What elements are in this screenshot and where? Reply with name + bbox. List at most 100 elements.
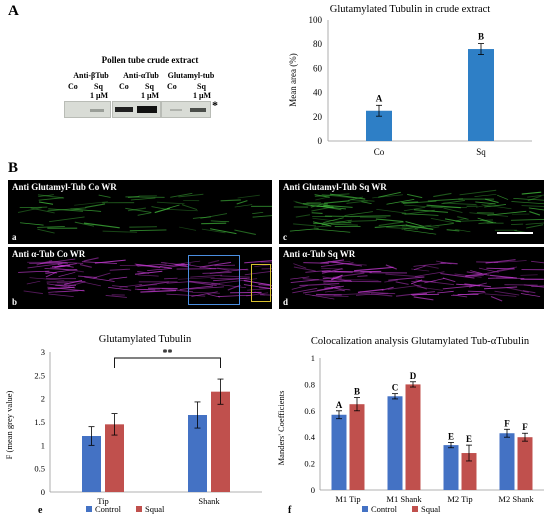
fiber-strand	[318, 205, 342, 211]
bar	[188, 415, 207, 492]
fiber-strand	[357, 275, 368, 277]
fiber-strand	[252, 212, 264, 214]
fiber-strand	[20, 222, 44, 226]
fiber-strand	[424, 278, 445, 284]
chart-a-bars: AB	[366, 32, 494, 141]
fiber-strand	[476, 203, 495, 208]
antibody-label: Anti-βTub	[73, 71, 109, 80]
lane-sub-label: 1 μM	[193, 91, 212, 100]
fiber-strand	[407, 193, 423, 199]
fiber-strand	[350, 199, 375, 202]
fiber-strand	[320, 259, 345, 264]
significance-letter: F	[504, 418, 510, 428]
y-tick-label: 1	[41, 440, 45, 450]
fiber-strand	[452, 294, 468, 298]
panel-letter-b: B	[8, 160, 19, 176]
chart-a-ticks: 0 20 40 60 80 100	[309, 15, 532, 146]
legend-label: Control	[371, 504, 398, 514]
fiber-strand	[484, 198, 499, 204]
fiber-strand	[93, 272, 111, 279]
micrograph-letter: a	[12, 232, 17, 242]
bar	[82, 436, 101, 492]
fiber-strand	[258, 287, 272, 289]
fiber-strand	[201, 228, 226, 234]
fiber-strand	[127, 207, 146, 212]
antibody-label: Anti-αTub	[123, 71, 159, 80]
fiber-strand	[188, 281, 217, 286]
fiber-strand	[260, 294, 272, 296]
blot-title: Pollen tube crude extract	[101, 55, 199, 65]
fiber-strand	[430, 218, 454, 223]
y-tick-label: 0.8	[304, 379, 315, 389]
fiber-strand	[247, 288, 272, 291]
fiber-strand	[258, 283, 272, 287]
fiber-strand	[83, 222, 120, 229]
fiber-strand	[395, 281, 409, 285]
fiber-strand	[404, 204, 443, 208]
fiber-strand	[416, 286, 443, 291]
fiber-strand	[314, 194, 330, 198]
fiber-strand	[405, 221, 424, 227]
fiber-strand	[70, 208, 102, 212]
fiber-strand	[293, 266, 316, 272]
fiber-strand	[321, 193, 355, 199]
fiber-strand	[455, 218, 467, 222]
fiber-strand	[311, 212, 323, 214]
fiber-strand	[261, 268, 272, 270]
bar	[105, 424, 124, 492]
fiber-strand	[475, 201, 496, 205]
fiber-strand	[487, 210, 527, 216]
fiber-strand	[38, 194, 54, 197]
fiber-strand	[244, 260, 272, 264]
legend-label: Squal	[145, 504, 165, 514]
fiber-strand	[125, 196, 165, 198]
fiber-strand	[166, 281, 189, 284]
fiber-strand	[137, 271, 150, 274]
significance-letter: B	[354, 387, 360, 397]
fiber-strand	[214, 264, 236, 267]
fiber-strand	[486, 267, 515, 270]
fiber-strand	[57, 264, 74, 268]
fiber-strand	[18, 270, 50, 273]
x-tick-label: M1 Tip	[335, 494, 360, 504]
fiber-strand	[38, 197, 64, 201]
fiber-strand	[252, 215, 272, 218]
fiber-strand	[207, 293, 221, 298]
fiber-strand	[484, 204, 506, 208]
fiber-strand	[84, 276, 115, 282]
y-tick-label: 0	[311, 485, 315, 495]
lane-sub-label: 1 μM	[141, 91, 160, 100]
fiber-strand	[290, 279, 319, 283]
fiber-strand	[415, 271, 445, 277]
fiber-strand	[483, 286, 518, 290]
fiber-strand	[465, 274, 484, 277]
lane-label: Co	[119, 82, 129, 91]
micrograph-letter: c	[283, 232, 287, 242]
significance-letter: C	[392, 383, 399, 393]
fiber-strand	[370, 293, 393, 297]
fiber-strand	[327, 261, 363, 267]
fiber-strand	[208, 259, 220, 264]
legend-swatch	[412, 506, 418, 512]
fiber-strand	[478, 221, 493, 225]
fiber-strand	[496, 266, 517, 271]
fiber-strand	[56, 263, 77, 267]
fiber-strand	[522, 290, 536, 294]
y-tick-label: 0	[318, 136, 323, 146]
chart-crude-extract: Glutamylated Tubulin in crude extract Me…	[288, 4, 532, 157]
fiber-strand	[48, 289, 84, 293]
fiber-strand	[470, 270, 483, 274]
chart-e-panel-letter: e	[38, 505, 43, 516]
x-tick-label: Co	[374, 147, 385, 157]
fiber-strand	[413, 262, 447, 267]
fiber-strand	[147, 268, 172, 271]
fiber-strand	[303, 262, 329, 264]
fiber-strand	[295, 201, 314, 208]
fiber-strand	[55, 290, 79, 293]
roi-box-tip	[251, 264, 271, 302]
fiber-strand	[378, 221, 404, 227]
fiber-strand	[166, 204, 180, 209]
fiber-strand	[137, 212, 152, 216]
fiber-strand	[510, 219, 544, 221]
bar	[387, 396, 403, 490]
